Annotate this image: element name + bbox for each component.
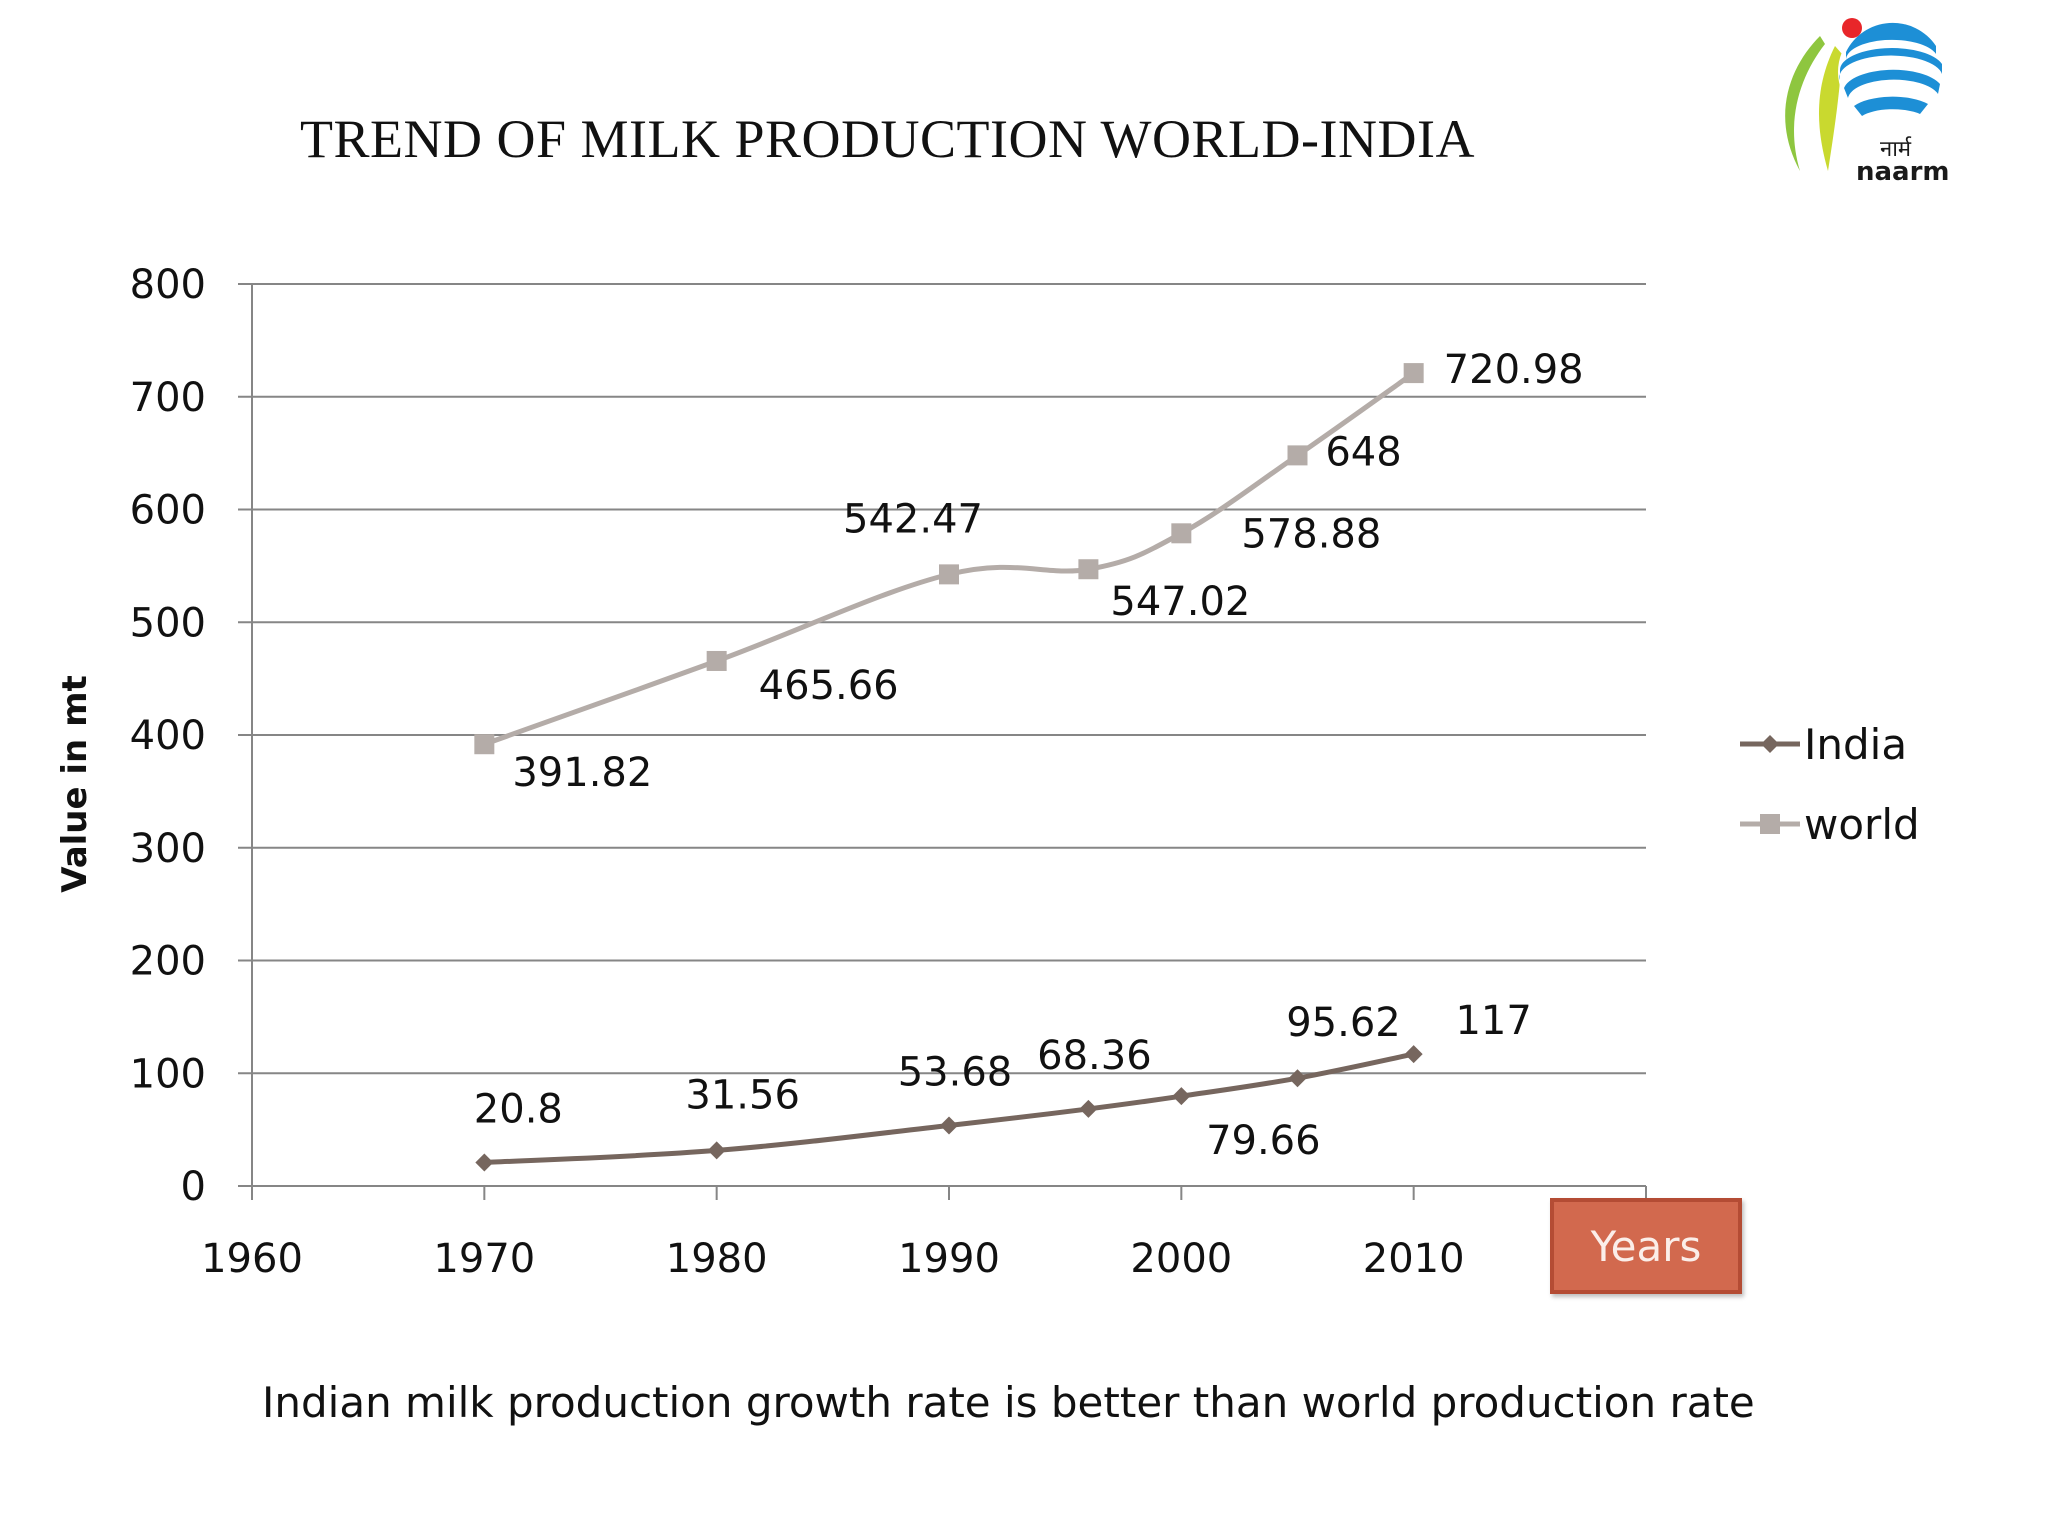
data-label-world: 465.66 <box>759 663 899 709</box>
y-axis-label: Value in mt <box>55 675 95 893</box>
y-axis-title: Value in mt <box>55 675 95 893</box>
legend-label: India <box>1804 720 1907 769</box>
data-point-world <box>1403 363 1424 384</box>
data-label-india: 79.66 <box>1206 1118 1321 1164</box>
x-tick-label: 1960 <box>201 1236 303 1282</box>
data-point-india <box>475 1153 494 1172</box>
naarm-logo: नार्म naarm <box>1760 6 1950 187</box>
data-label-world: 547.02 <box>1110 579 1250 625</box>
legend-marker <box>1761 735 1779 753</box>
legend: India world <box>1740 720 1920 849</box>
x-tick-label: 2010 <box>1363 1236 1465 1282</box>
data-point-india <box>940 1116 958 1135</box>
logo-devanagari-text: नार्म <box>1880 136 1912 162</box>
data-label-india: 20.8 <box>474 1087 563 1133</box>
data-point-world <box>1078 559 1099 580</box>
y-tick-label: 500 <box>130 600 206 646</box>
data-labels: 20.8 31.56 53.68 68.36 79.66 95.62 117 391.82 46… <box>474 347 1584 1164</box>
y-tick-label: 0 <box>181 1164 206 1210</box>
y-tick-label: 600 <box>130 488 206 534</box>
data-label-world: 542.47 <box>843 496 983 542</box>
logo-latin-text: naarm <box>1856 157 1950 186</box>
x-tick-label: 2000 <box>1130 1236 1232 1282</box>
y-tick-label: 300 <box>130 826 206 872</box>
x-tick-label: 1970 <box>433 1236 535 1282</box>
axes: 0 100 200 300 400 500 600 700 800 1960 1970 1980 199… <box>130 262 1647 1282</box>
data-point-india <box>707 1141 726 1160</box>
data-point-india <box>1079 1099 1098 1118</box>
data-label-world: 648 <box>1325 429 1401 475</box>
page-title: TREND OF MILK PRODUCTION WORLD-INDIA <box>300 109 1475 169</box>
data-label-india: 117 <box>1455 998 1531 1044</box>
data-point-world <box>939 564 959 585</box>
x-tick-label: 1990 <box>898 1236 1000 1282</box>
data-point-world <box>1171 523 1192 544</box>
data-label-india: 68.36 <box>1037 1033 1152 1079</box>
slide-caption: Indian milk production growth rate is be… <box>262 1378 1755 1427</box>
data-point-world <box>474 734 495 755</box>
y-tick-label: 100 <box>130 1051 206 1097</box>
data-label-india: 31.56 <box>685 1072 800 1118</box>
x-axis-title-badge: Years <box>1550 1198 1742 1294</box>
series <box>474 363 1424 1172</box>
series-line-world <box>483 371 1416 747</box>
data-label-world: 578.88 <box>1241 511 1381 557</box>
data-label-india: 53.68 <box>898 1049 1013 1095</box>
data-point-india <box>1404 1045 1423 1064</box>
y-tick-label: 200 <box>130 939 206 985</box>
data-point-world <box>706 650 727 671</box>
data-point-world <box>1287 445 1308 466</box>
data-point-india <box>1172 1087 1191 1106</box>
data-point-india <box>1288 1069 1307 1088</box>
legend-marker <box>1760 814 1780 834</box>
data-label-world: 720.98 <box>1444 347 1584 393</box>
x-tick-label: 1980 <box>666 1236 768 1282</box>
y-tick-label: 800 <box>130 262 206 308</box>
data-label-world: 391.82 <box>512 750 652 796</box>
legend-label: world <box>1804 800 1920 849</box>
naarm-logo-icon: नार्म naarm <box>1785 18 1950 187</box>
y-tick-label: 400 <box>130 713 206 759</box>
data-label-india: 95.62 <box>1286 1000 1401 1046</box>
y-tick-label: 700 <box>130 375 206 421</box>
